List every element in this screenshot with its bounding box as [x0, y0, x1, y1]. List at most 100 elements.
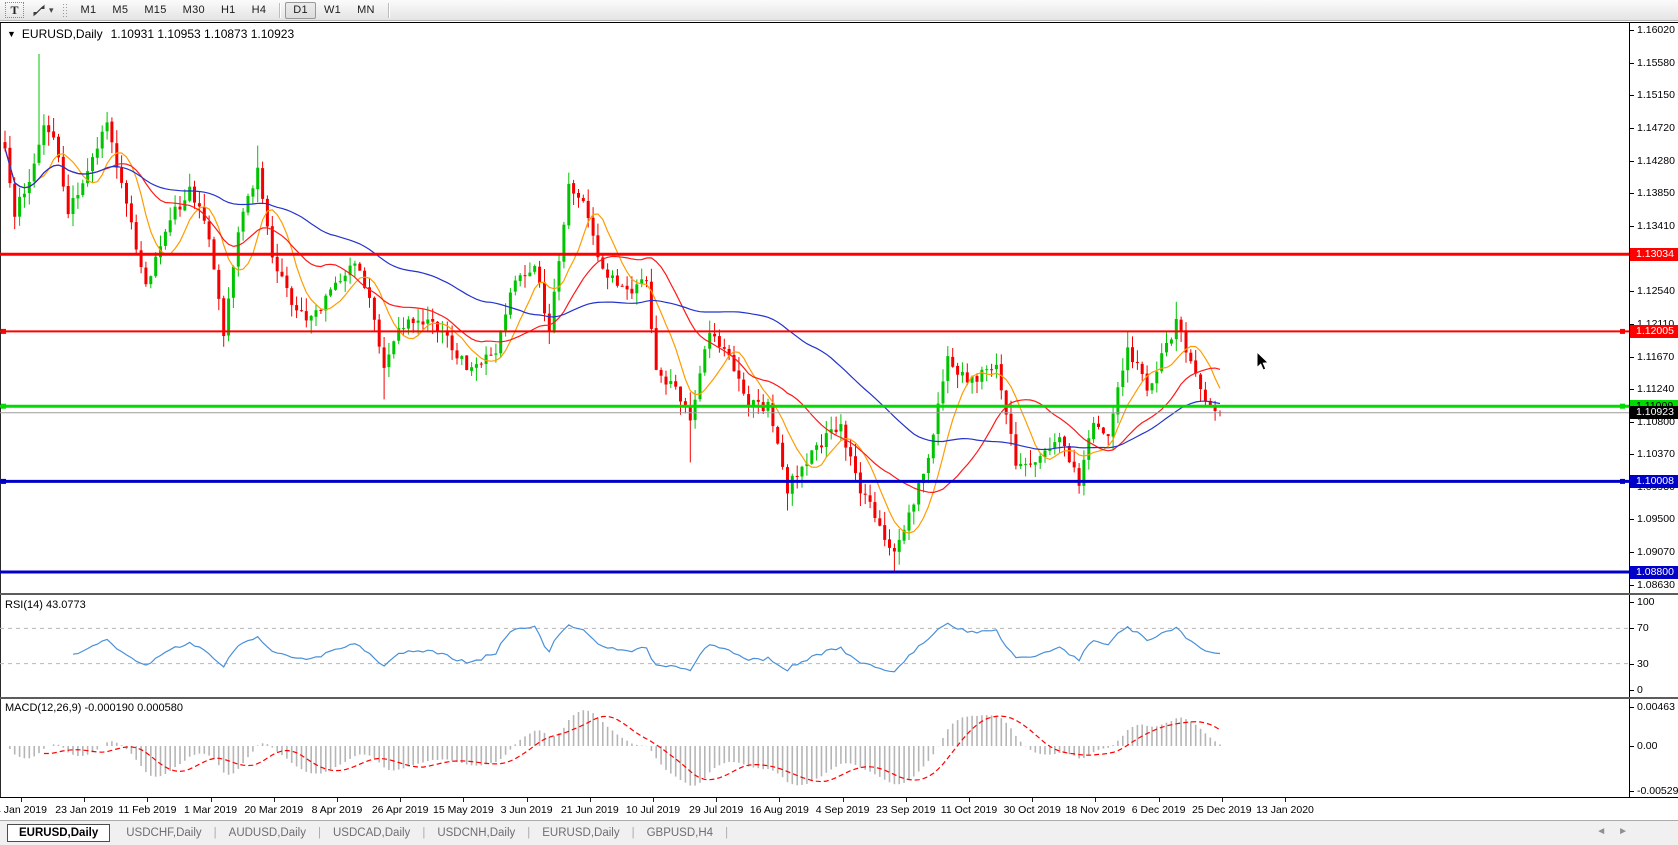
hline-price-label: 1.12005	[1630, 324, 1678, 338]
ma-55-line	[4, 148, 1221, 451]
chart-ohlc-values: 1.10931 1.10953 1.10873 1.10923	[110, 27, 295, 41]
toolbar-separator	[387, 2, 389, 18]
date-label: 25 Dec 2019	[1192, 804, 1252, 816]
chart-selector-caret-icon[interactable]: ▼	[7, 29, 16, 39]
timeframe-button-M15[interactable]: M15	[144, 3, 167, 16]
date-tick	[653, 798, 654, 802]
hline-price-label: 1.13034	[1630, 247, 1678, 261]
date-label: 23 Sep 2019	[876, 804, 936, 816]
date-tick	[1285, 798, 1286, 802]
timeframe-button-MN[interactable]: MN	[357, 3, 375, 16]
bid-price-label: 1.10923	[1630, 406, 1678, 420]
date-label: 4 Jan 2019	[0, 804, 47, 816]
ma-21-line	[4, 148, 1221, 494]
tab-eurusd-daily[interactable]: EURUSD,Daily	[7, 824, 111, 842]
chart-tab-bar: EURUSD,Daily USDCHF,Daily | AUDUSD,Daily | US…	[0, 820, 1678, 845]
hline-handle-left[interactable]	[1, 478, 6, 484]
chart-left-border	[0, 23, 1, 797]
timeframe-button-group: M1 M5 M15 M30 H1 H4 D1 W1 MN	[73, 1, 394, 19]
timeframe-button-M1[interactable]: M1	[80, 3, 97, 16]
dropdown-caret-icon[interactable]: ▾	[49, 4, 54, 15]
text-tool-button[interactable]: T	[5, 2, 24, 18]
tab-separator: |	[527, 827, 531, 839]
timeframe-button-H1[interactable]: H1	[220, 3, 236, 16]
tab-separator: |	[631, 827, 635, 839]
date-label: 18 Nov 2019	[1065, 804, 1126, 816]
date-tick	[1158, 798, 1160, 802]
timeframe-button-M30[interactable]: M30	[182, 3, 205, 16]
date-label: 30 Oct 2019	[1003, 804, 1061, 816]
macd-histogram	[9, 710, 1221, 786]
mouse-cursor-icon	[1256, 350, 1270, 371]
rsi-indicator-plot[interactable]	[0, 595, 1629, 697]
timeframe-button-W1[interactable]: W1	[323, 3, 342, 16]
date-label: 26 Apr 2019	[371, 804, 429, 816]
date-tick	[526, 798, 528, 802]
macd-indicator-plot[interactable]	[0, 699, 1629, 797]
date-label: 11 Feb 2019	[118, 804, 177, 816]
date-tick	[779, 798, 781, 802]
arrange-arrows-glyph	[33, 4, 45, 16]
tab-separator: |	[213, 827, 217, 839]
tab-audusd-daily[interactable]: AUDUSD,Daily	[228, 827, 306, 839]
date-tick	[337, 798, 338, 802]
hline-handle-right[interactable]	[1620, 403, 1625, 409]
date-label: 21 Jun 2019	[560, 804, 619, 816]
timeframe-button-D1[interactable]: D1	[285, 1, 316, 19]
tab-usdcad-daily[interactable]: USDCAD,Daily	[332, 827, 411, 839]
timeframe-button-H4[interactable]: H4	[251, 3, 267, 16]
date-tick	[400, 798, 402, 802]
timeframe-button-M5[interactable]: M5	[112, 3, 129, 16]
tab-separator: |	[725, 827, 729, 839]
tabs-scroll-left-button[interactable]: ◄	[1596, 826, 1619, 837]
toolbar-separator	[279, 2, 281, 18]
date-tick	[273, 798, 275, 802]
date-tick	[1221, 798, 1223, 802]
date-label: 3 Jun 2019	[500, 804, 553, 816]
date-label: 11 Oct 2019	[940, 804, 998, 816]
date-label: 10 Jul 2019	[625, 804, 681, 816]
rsi-line	[72, 622, 1221, 673]
date-tick	[1032, 798, 1034, 802]
date-tick	[1095, 798, 1097, 802]
macd-indicator-label: MACD(12,26,9) -0.000190 0.000580	[5, 702, 183, 714]
price-axis: 1.16020 1.15580 1.15150 1.14720 1.14280 1.138…	[1630, 23, 1678, 797]
date-tick	[716, 798, 718, 802]
main-chart-plot[interactable]	[0, 23, 1629, 593]
tab-usdchf-daily[interactable]: USDCHF,Daily	[126, 827, 202, 839]
date-tick	[969, 798, 970, 802]
price-scale-separator	[1629, 23, 1630, 797]
tabs-scroll-right-button[interactable]: ►	[1618, 826, 1640, 837]
date-tick	[463, 798, 465, 802]
hline-handle-left[interactable]	[1, 328, 6, 334]
date-label: 15 May 2019	[433, 804, 494, 816]
date-label: 16 Aug 2019	[749, 804, 809, 816]
date-tick	[905, 798, 907, 802]
hline-handle-right[interactable]	[1620, 328, 1625, 334]
toolbar-grip[interactable]	[61, 3, 67, 17]
date-axis: 4 Jan 2019 23 Jan 2019 11 Feb 2019 1 Mar 20…	[0, 798, 1678, 820]
tab-separator: |	[317, 827, 321, 839]
tab-eurusd-daily[interactable]: EURUSD,Daily	[542, 827, 620, 839]
rsi-pane-splitter[interactable]	[0, 593, 1678, 595]
chart-symbol-period: EURUSD,Daily	[21, 27, 103, 41]
arrange-arrows-icon[interactable]	[32, 4, 46, 17]
date-tick	[210, 798, 212, 802]
date-label: 1 Mar 2019	[184, 804, 238, 816]
hline-price-label: 1.08800	[1630, 565, 1678, 579]
candles	[3, 54, 1222, 571]
hline-handle-right[interactable]	[1620, 478, 1625, 484]
tab-usdcnh-daily[interactable]: USDCNH,Daily	[437, 827, 516, 839]
date-tick	[147, 798, 149, 802]
tab-gbpusd-h4[interactable]: GBPUSD,H4	[646, 827, 714, 839]
rsi-indicator-label: RSI(14) 43.0773	[5, 599, 86, 611]
hline-price-label: 1.10008	[1630, 474, 1678, 488]
text-tool-label: T	[10, 2, 19, 17]
macd-signal-line	[43, 715, 1221, 783]
toolbar: T ▾ M1 M5 M15 M30 H1 H4 D1 W1 MN	[0, 0, 1678, 21]
date-tick	[84, 798, 86, 802]
macd-pane-splitter[interactable]	[0, 697, 1678, 699]
hline-handle-left[interactable]	[1, 403, 6, 409]
ma-8-line	[4, 148, 1221, 534]
